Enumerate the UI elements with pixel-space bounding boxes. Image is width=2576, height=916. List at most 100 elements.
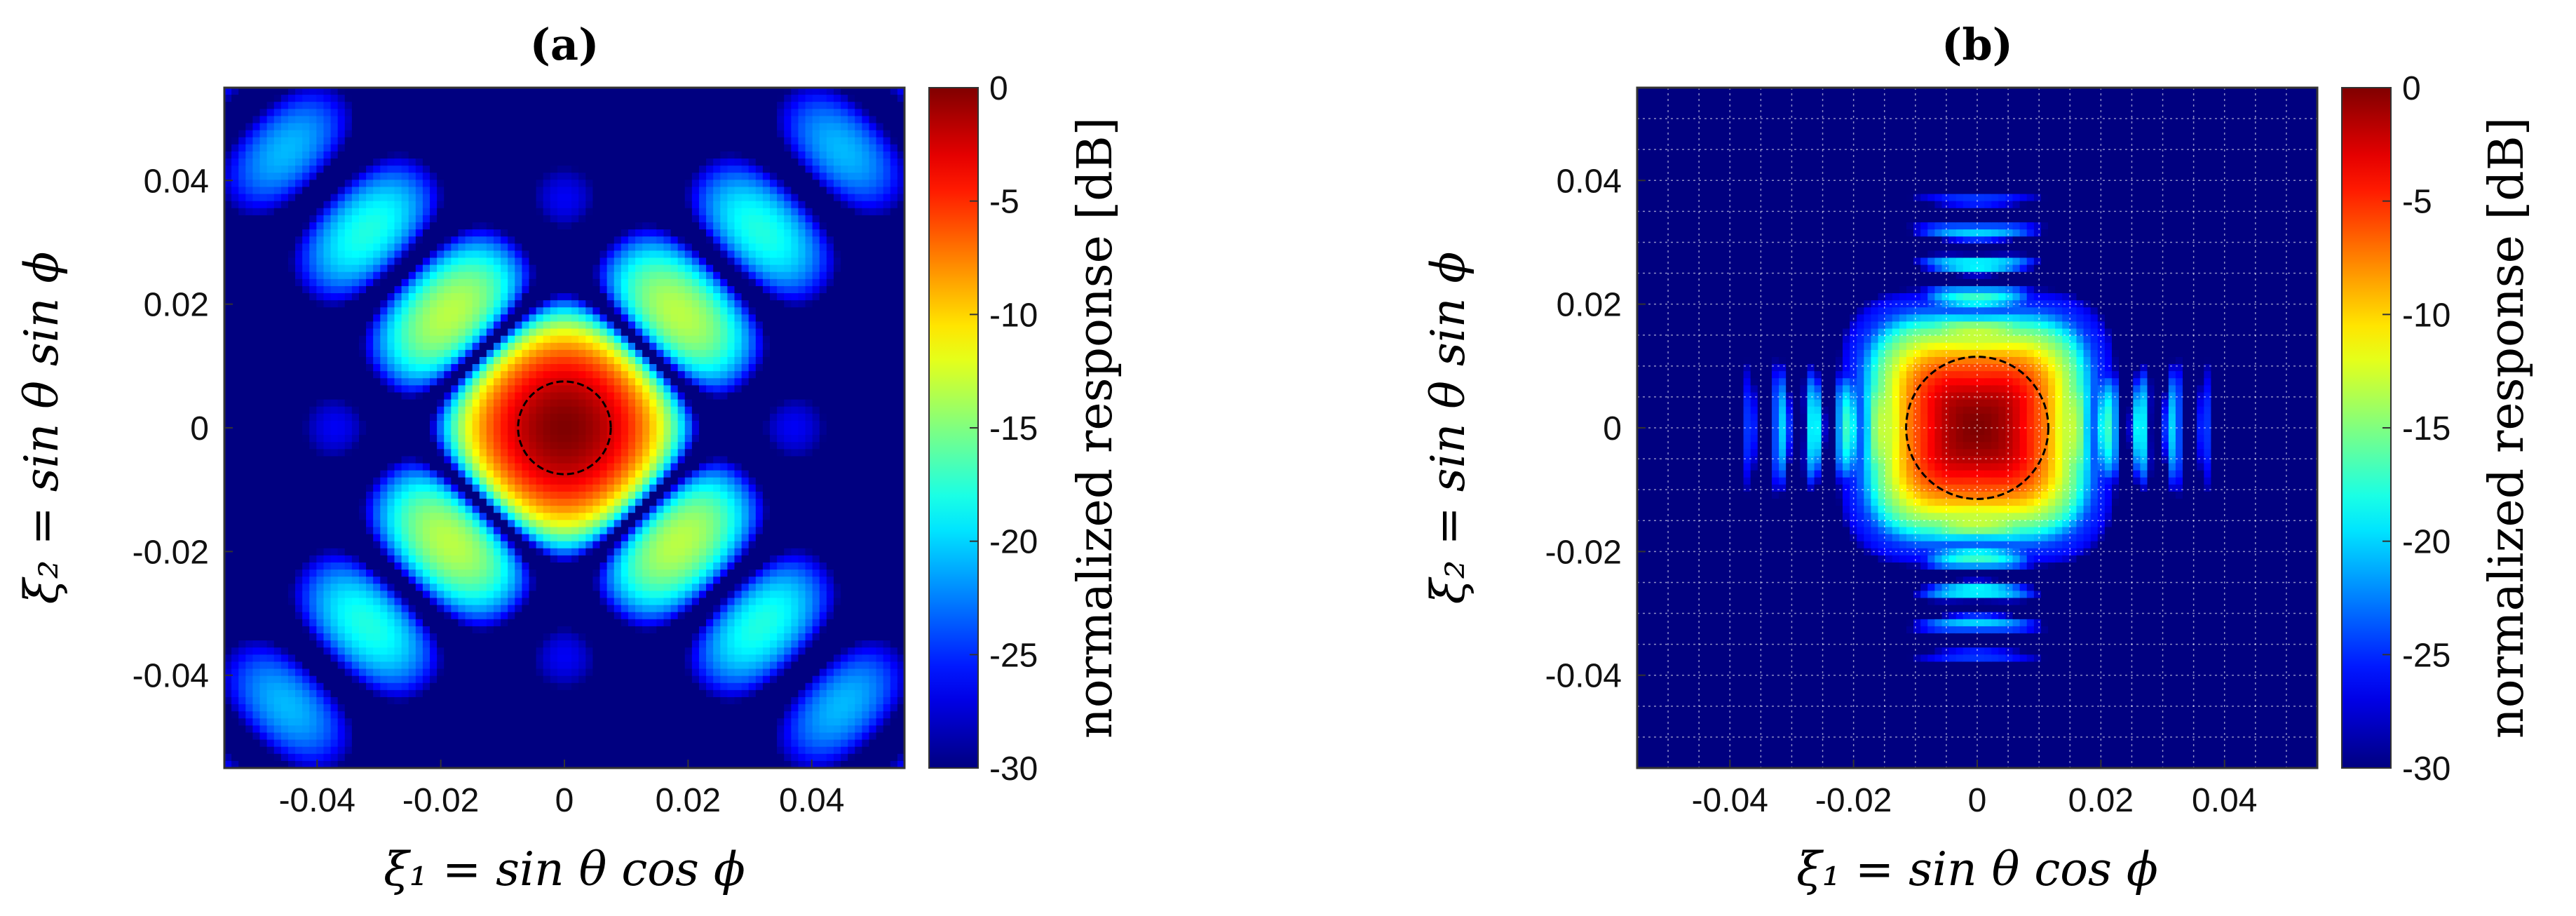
heatmap-cell: [501, 753, 508, 762]
heatmap-cell: [380, 123, 388, 131]
heatmap-cell: [401, 385, 409, 393]
heatmap-cell: [571, 130, 579, 138]
heatmap-cell: [238, 753, 246, 762]
heatmap-cell: [273, 689, 282, 698]
heatmap-cell: [344, 739, 353, 748]
heatmap-cell: [280, 527, 289, 535]
heatmap-cell: [266, 321, 275, 330]
heatmap-cell: [224, 392, 232, 400]
heatmap-cell: [465, 243, 473, 251]
heatmap-cell: [380, 696, 388, 705]
heatmap-cell: [351, 696, 360, 705]
heatmap-cell: [295, 222, 303, 230]
heatmap-cell: [266, 300, 275, 308]
heatmap-cell: [508, 342, 515, 351]
heatmap-cell: [571, 654, 579, 663]
heatmap-cell: [493, 208, 501, 216]
heatmap-cell: [437, 513, 445, 520]
heatmap-cell: [493, 137, 501, 145]
heatmap-cell: [231, 732, 239, 741]
heatmap-cell: [472, 534, 480, 542]
heatmap-cell: [337, 647, 346, 655]
heatmap-cell: [550, 675, 558, 684]
heatmap-cell: [430, 491, 438, 499]
heatmap-cell: [302, 116, 310, 124]
heatmap-cell: [309, 222, 317, 230]
heatmap-cell: [444, 605, 452, 613]
heatmap-cell: [571, 413, 579, 422]
heatmap-cell: [337, 371, 346, 379]
heatmap-cell: [309, 371, 317, 379]
heatmap-cell: [231, 271, 239, 280]
heatmap-cell: [273, 392, 282, 400]
heatmap-cell: [309, 562, 317, 570]
heatmap-cell: [543, 151, 551, 159]
heatmap-cell: [287, 718, 296, 726]
heatmap-cell: [564, 328, 572, 337]
heatmap-cell: [550, 88, 558, 95]
heatmap-cell: [394, 378, 402, 386]
heatmap-cell: [323, 137, 332, 145]
heatmap-cell: [401, 584, 409, 591]
heatmap-cell: [344, 321, 353, 330]
heatmap-cell: [401, 413, 409, 422]
heatmap-cell: [571, 278, 579, 287]
heatmap-cell: [302, 619, 310, 627]
heatmap-cell: [415, 109, 423, 117]
heatmap-cell: [557, 250, 565, 259]
heatmap-cell: [550, 725, 558, 734]
heatmap-cell: [501, 420, 508, 429]
heatmap-cell: [351, 739, 360, 748]
heatmap-cell: [415, 399, 423, 408]
heatmap-cell: [479, 130, 487, 138]
heatmap-cell: [266, 307, 275, 315]
heatmap-cell: [557, 243, 565, 251]
heatmap-cell: [508, 364, 515, 372]
heatmap-cell: [295, 349, 303, 358]
heatmap-cell: [430, 123, 438, 131]
heatmap-cell: [571, 321, 579, 330]
panel-a-title: (a): [530, 19, 599, 70]
heatmap-cell: [252, 349, 261, 358]
heatmap-cell: [550, 477, 558, 485]
heatmap-cell: [493, 499, 501, 506]
heatmap-cell: [337, 548, 346, 556]
heatmap-cell: [280, 215, 289, 223]
heatmap-cell: [515, 668, 522, 677]
heatmap-cell: [245, 130, 254, 138]
heatmap-cell: [571, 491, 579, 499]
heatmap-cell: [465, 555, 473, 563]
heatmap-cell: [479, 187, 487, 195]
heatmap-cell: [501, 88, 508, 95]
heatmap-cell: [522, 293, 530, 301]
heatmap-cell: [266, 598, 275, 606]
heatmap-cell: [479, 555, 487, 563]
heatmap-cell: [437, 491, 445, 499]
heatmap-cell: [280, 456, 289, 464]
heatmap-cell: [387, 194, 395, 202]
heatmap-cell: [571, 215, 579, 223]
heatmap-cell: [337, 711, 346, 719]
heatmap-cell: [557, 420, 565, 429]
heatmap-cell: [451, 725, 459, 734]
heatmap-cell: [380, 654, 388, 663]
heatmap-cell: [529, 449, 537, 457]
heatmap-cell: [323, 435, 332, 443]
heatmap-cell: [344, 271, 353, 280]
heatmap-cell: [422, 300, 431, 308]
heatmap-cell: [408, 123, 416, 131]
heatmap-cell: [394, 173, 402, 180]
heatmap-cell: [536, 704, 544, 712]
heatmap-cell: [585, 562, 594, 570]
heatmap-cell: [316, 696, 325, 705]
heatmap-cell: [266, 484, 275, 492]
heatmap-cell: [337, 456, 346, 464]
heatmap-cell: [465, 95, 473, 102]
heatmap-cell: [515, 661, 522, 670]
heatmap-cell: [415, 187, 423, 195]
heatmap-cell: [508, 562, 515, 570]
heatmap-cell: [571, 584, 579, 591]
heatmap-cell: [302, 732, 310, 741]
heatmap-cell: [387, 102, 395, 109]
heatmap-cell: [508, 633, 515, 641]
